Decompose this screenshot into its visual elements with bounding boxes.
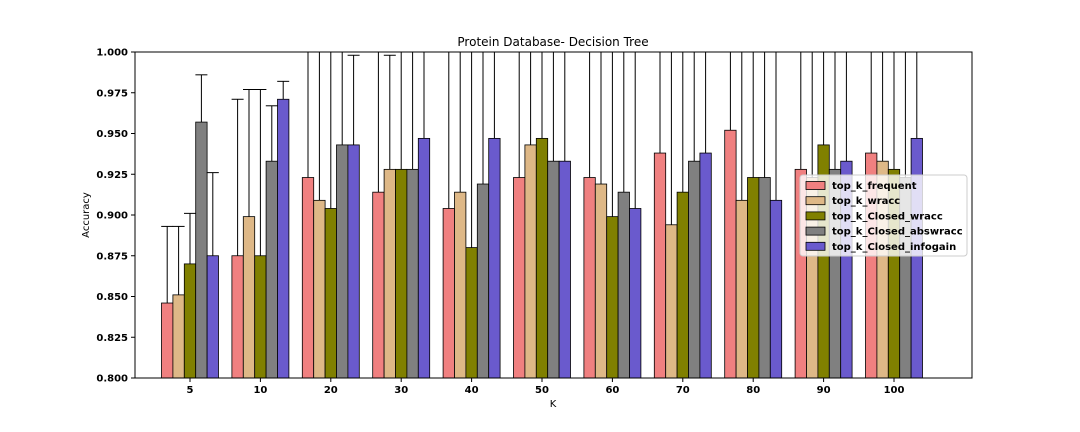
y-tick-label: 0.925 xyxy=(96,170,128,181)
x-tick-label: 70 xyxy=(676,385,690,396)
bar xyxy=(277,98,290,379)
x-tick-label: 10 xyxy=(253,385,267,396)
bar xyxy=(254,255,267,379)
bar xyxy=(535,137,549,379)
bar xyxy=(665,224,678,379)
bar xyxy=(301,177,315,379)
legend-swatch xyxy=(805,241,826,251)
y-tick-label: 0.950 xyxy=(96,129,128,140)
y-tick-label: 0.975 xyxy=(96,88,128,99)
x-tick-label: 5 xyxy=(187,385,194,396)
legend-box xyxy=(799,174,968,257)
x-tick-label: 40 xyxy=(465,385,479,396)
bar xyxy=(231,255,244,379)
y-tick-label: 1.000 xyxy=(96,48,128,59)
y-tick-label: 0.875 xyxy=(96,251,128,262)
bar xyxy=(336,144,349,379)
bar xyxy=(583,177,596,379)
bar xyxy=(594,183,608,379)
bar xyxy=(454,191,467,379)
bar xyxy=(558,160,571,379)
legend-label: top_k_wracc xyxy=(832,196,900,207)
bar xyxy=(324,208,337,379)
y-tick-label: 0.800 xyxy=(96,374,128,385)
bar xyxy=(183,263,197,379)
x-axis: 5 10 20 30 40 50 60 70 80 90 100 xyxy=(187,378,905,396)
bar xyxy=(206,255,219,379)
x-tick-label: 80 xyxy=(746,385,760,396)
y-tick-label: 0.850 xyxy=(96,292,128,303)
bar xyxy=(395,168,408,379)
legend-swatch xyxy=(805,181,826,190)
bar xyxy=(617,191,630,379)
bar xyxy=(242,216,256,379)
bar xyxy=(747,177,760,379)
x-tick-label: 30 xyxy=(394,385,408,396)
y-tick-label: 0.825 xyxy=(96,333,128,344)
bar xyxy=(383,168,396,379)
bar xyxy=(735,199,748,379)
x-tick-label: 100 xyxy=(884,385,905,396)
bar xyxy=(372,191,385,379)
bar xyxy=(513,177,526,379)
bar xyxy=(629,208,642,379)
x-tick-label: 20 xyxy=(324,385,338,396)
bar xyxy=(769,199,783,379)
bar xyxy=(699,152,712,379)
bar xyxy=(347,144,360,379)
y-axis: 0.800 0.825 0.850 0.875 0.900 0.925 0.950 0.975… xyxy=(96,48,135,385)
bar xyxy=(910,137,923,379)
legend-label: top_k_Closed_abswracc xyxy=(832,227,963,238)
legend-label: top_k_Closed_infogain xyxy=(832,242,956,253)
x-tick-label: 60 xyxy=(605,385,619,396)
legend-swatch xyxy=(805,226,826,236)
bar xyxy=(442,208,455,379)
legend-label: top_k_frequent xyxy=(832,181,917,192)
bar xyxy=(195,121,208,379)
bar xyxy=(476,183,490,379)
bar xyxy=(161,302,174,379)
bar xyxy=(688,160,701,379)
x-axis-label: K xyxy=(550,399,557,410)
y-axis-label: Accuracy xyxy=(81,192,92,238)
legend-label: top_k_Closed_wracc xyxy=(832,211,943,222)
bar xyxy=(313,199,326,379)
legend-swatch xyxy=(805,196,826,206)
bar xyxy=(488,137,501,379)
bar xyxy=(653,152,667,379)
bar xyxy=(172,294,185,379)
legend-swatch xyxy=(805,211,826,221)
x-tick-label: 90 xyxy=(817,385,831,396)
chart-title: Protein Database- Decision Tree xyxy=(457,35,648,49)
bar xyxy=(265,160,278,379)
error-bars-layer xyxy=(161,52,918,304)
y-tick-label: 0.900 xyxy=(96,211,128,222)
bar xyxy=(606,216,619,379)
bar xyxy=(676,191,689,379)
bar xyxy=(417,137,431,379)
bar xyxy=(465,247,478,379)
bar xyxy=(524,144,537,379)
bar xyxy=(758,177,771,379)
bar xyxy=(724,129,737,379)
bar xyxy=(406,168,419,379)
x-tick-label: 50 xyxy=(535,385,549,396)
legend: top_k_frequent top_k_wracc top_k_Closed_wr… xyxy=(799,174,968,257)
bar xyxy=(547,160,560,379)
